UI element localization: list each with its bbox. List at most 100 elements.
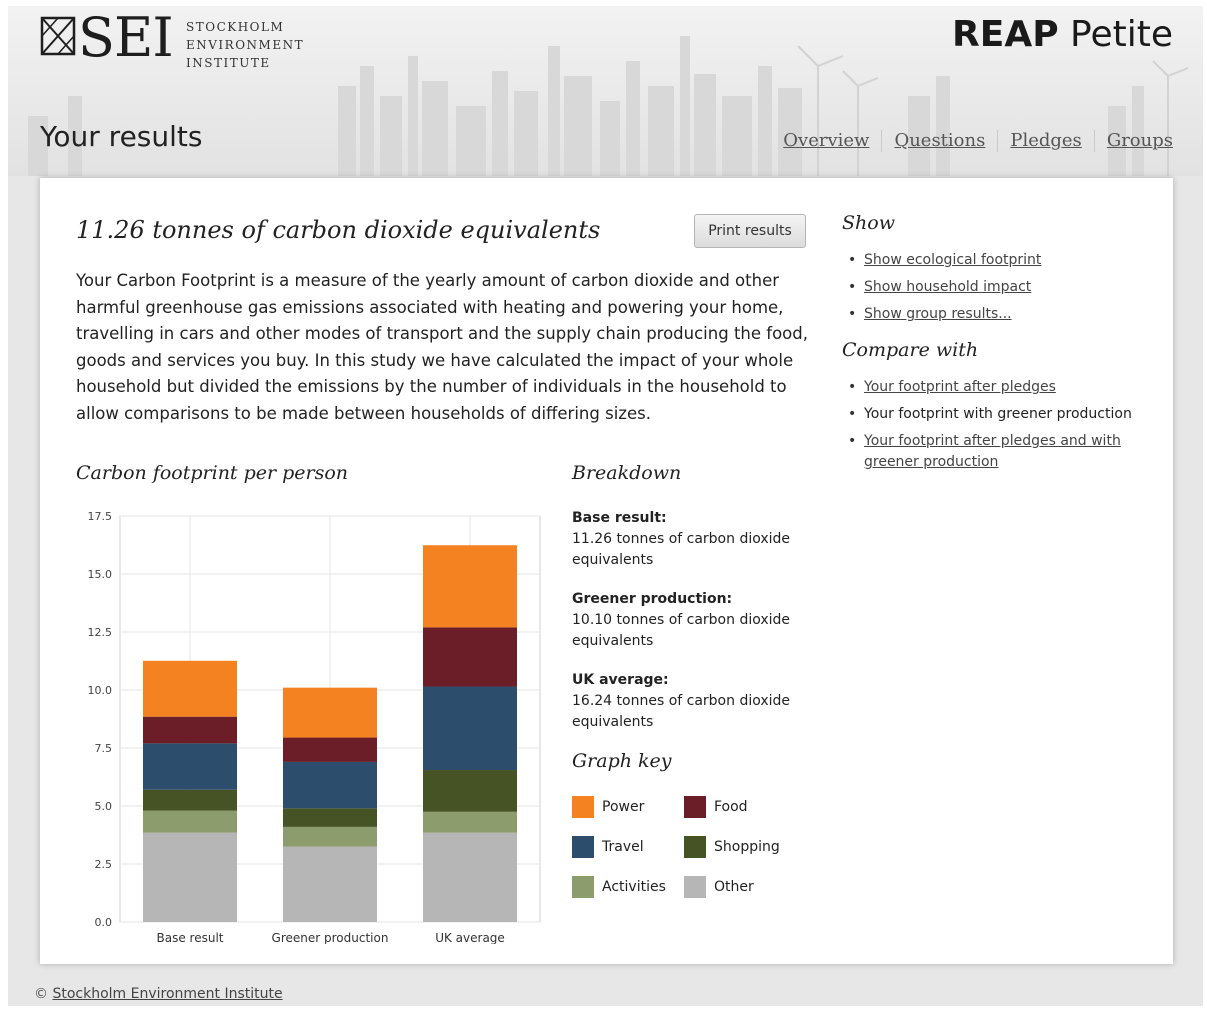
header: SEI STOCKHOLM ENVIRONMENT INSTITUTE REAP… bbox=[8, 6, 1203, 176]
bar-segment-travel bbox=[423, 686, 517, 771]
app-title: REAP Petite bbox=[952, 14, 1173, 55]
breakdown-item: UK average: 16.24 tonnes of carbon dioxi… bbox=[572, 670, 812, 733]
key-swatch bbox=[572, 796, 594, 818]
breakdown-title: Breakdown bbox=[572, 462, 682, 484]
breakdown-value: 10.10 tonnes of carbon dioxide equivalen… bbox=[572, 612, 791, 649]
key-item-shopping: Shopping bbox=[684, 836, 796, 858]
skyline-decoration bbox=[28, 36, 1189, 176]
list-item: Your footprint after pledges and with gr… bbox=[842, 431, 1152, 473]
nav-groups[interactable]: Groups bbox=[1093, 130, 1173, 152]
key-swatch bbox=[684, 796, 706, 818]
graph-key-title: Graph key bbox=[572, 750, 672, 772]
intro-text: Your Carbon Footprint is a measure of th… bbox=[76, 271, 808, 423]
y-tick-label: 0.0 bbox=[95, 916, 113, 929]
y-tick-label: 15.0 bbox=[88, 568, 113, 581]
sidebar: Show Show ecological footprint Show hous… bbox=[842, 212, 1152, 479]
sei-logo-mark-icon bbox=[40, 16, 76, 56]
bar-segment-power bbox=[283, 687, 377, 738]
breakdown-value: 16.24 tonnes of carbon dioxide equivalen… bbox=[572, 693, 791, 730]
bar-segment-travel bbox=[143, 743, 237, 790]
nav-questions[interactable]: Questions bbox=[881, 130, 997, 152]
page-title: Your results bbox=[40, 120, 203, 153]
bar-segment-activities bbox=[283, 826, 377, 847]
bar-segment-shopping bbox=[283, 808, 377, 827]
key-label: Food bbox=[714, 799, 748, 815]
bar-segment-power bbox=[143, 660, 237, 717]
key-swatch bbox=[572, 876, 594, 898]
bar-segment-power bbox=[423, 545, 517, 628]
y-tick-label: 7.5 bbox=[95, 742, 113, 755]
show-title: Show bbox=[842, 212, 895, 234]
show-group-results-link[interactable]: Show group results... bbox=[864, 306, 1012, 322]
logo-word: INSTITUTE bbox=[186, 56, 271, 70]
breakdown-list: Base result: 11.26 tonnes of carbon diox… bbox=[572, 508, 812, 751]
print-results-button[interactable]: Print results bbox=[694, 214, 806, 248]
bar-segment-activities bbox=[423, 811, 517, 833]
nav-pledges[interactable]: Pledges bbox=[997, 130, 1093, 152]
y-tick-label: 2.5 bbox=[95, 858, 113, 871]
list-item: Your footprint with greener production bbox=[842, 404, 1152, 425]
result-heading: 11.26 tonnes of carbon dioxide equivalen… bbox=[76, 216, 601, 244]
list-item: Show ecological footprint bbox=[842, 250, 1152, 271]
compare-after-pledges-link[interactable]: Your footprint after pledges bbox=[864, 379, 1056, 395]
show-list: Show ecological footprint Show household… bbox=[842, 250, 1152, 325]
breakdown-value: 11.26 tonnes of carbon dioxide equivalen… bbox=[572, 531, 791, 568]
key-item-power: Power bbox=[572, 796, 684, 818]
list-item: Your footprint after pledges bbox=[842, 377, 1152, 398]
footer: © Stockholm Environment Institute bbox=[34, 986, 283, 1002]
logo-word: STOCKHOLM bbox=[186, 20, 285, 34]
y-tick-label: 17.5 bbox=[88, 510, 113, 523]
bar-segment-food bbox=[283, 737, 377, 762]
sei-logo-words: STOCKHOLM ENVIRONMENT INSTITUTE bbox=[186, 18, 304, 72]
key-label: Power bbox=[602, 799, 645, 815]
breakdown-label: UK average: bbox=[572, 672, 669, 688]
breakdown-label: Greener production: bbox=[572, 591, 733, 607]
breakdown-item: Base result: 11.26 tonnes of carbon diox… bbox=[572, 508, 812, 571]
copyright-symbol: © bbox=[34, 986, 48, 1002]
x-tick-label: Greener production bbox=[272, 931, 389, 944]
footer-sei-link[interactable]: Stockholm Environment Institute bbox=[52, 986, 283, 1002]
sei-logo-text: SEI bbox=[78, 6, 174, 69]
bar-segment-activities bbox=[143, 810, 237, 833]
graph-key: Power Food Travel Shopping Activities Ot… bbox=[572, 796, 812, 898]
compare-greener-production-active: Your footprint with greener production bbox=[864, 406, 1132, 422]
show-household-impact-link[interactable]: Show household impact bbox=[864, 279, 1032, 295]
bar-segment-food bbox=[143, 716, 237, 744]
key-label: Other bbox=[714, 879, 754, 895]
y-tick-label: 10.0 bbox=[88, 684, 113, 697]
carbon-footprint-chart: 0.0 2.5 5.0 7.5 10.0 12.5 15.0 17.5 Base result G… bbox=[88, 510, 541, 944]
key-label: Travel bbox=[602, 839, 644, 855]
key-item-food: Food bbox=[684, 796, 796, 818]
key-label: Activities bbox=[602, 879, 666, 895]
nav-overview[interactable]: Overview bbox=[783, 130, 870, 151]
bar-segment-shopping bbox=[143, 789, 237, 811]
breakdown-label: Base result: bbox=[572, 510, 667, 526]
y-tick-label: 5.0 bbox=[95, 800, 113, 813]
x-tick-label: UK average bbox=[435, 931, 505, 944]
bar-segment-travel bbox=[283, 761, 377, 809]
key-item-activities: Activities bbox=[572, 876, 684, 898]
breakdown-item: Greener production: 10.10 tonnes of carb… bbox=[572, 589, 812, 652]
key-item-other: Other bbox=[684, 876, 796, 898]
key-swatch bbox=[572, 836, 594, 858]
key-swatch bbox=[684, 876, 706, 898]
show-ecological-footprint-link[interactable]: Show ecological footprint bbox=[864, 252, 1042, 268]
key-label: Shopping bbox=[714, 839, 780, 855]
results-panel: 11.26 tonnes of carbon dioxide equivalen… bbox=[40, 178, 1173, 964]
compare-pledges-and-greener-link[interactable]: Your footprint after pledges and with gr… bbox=[864, 433, 1121, 470]
main-nav: Overview Questions Pledges Groups bbox=[771, 130, 1173, 152]
app-title-light: Petite bbox=[1070, 14, 1173, 55]
app-title-bold: REAP bbox=[952, 14, 1059, 55]
list-item: Show household impact bbox=[842, 277, 1152, 298]
y-tick-label: 12.5 bbox=[88, 626, 113, 639]
bar-segment-shopping bbox=[423, 770, 517, 812]
chart-title: Carbon footprint per person bbox=[76, 462, 349, 484]
x-tick-label: Base result bbox=[157, 931, 224, 944]
logo-word: ENVIRONMENT bbox=[186, 38, 305, 52]
page-frame: SEI STOCKHOLM ENVIRONMENT INSTITUTE REAP… bbox=[8, 6, 1203, 1006]
bar-segment-other bbox=[283, 846, 377, 922]
bar-segment-food bbox=[423, 627, 517, 687]
key-swatch bbox=[684, 836, 706, 858]
compare-list: Your footprint after pledges Your footpr… bbox=[842, 377, 1152, 473]
bar-segment-other bbox=[143, 832, 237, 922]
